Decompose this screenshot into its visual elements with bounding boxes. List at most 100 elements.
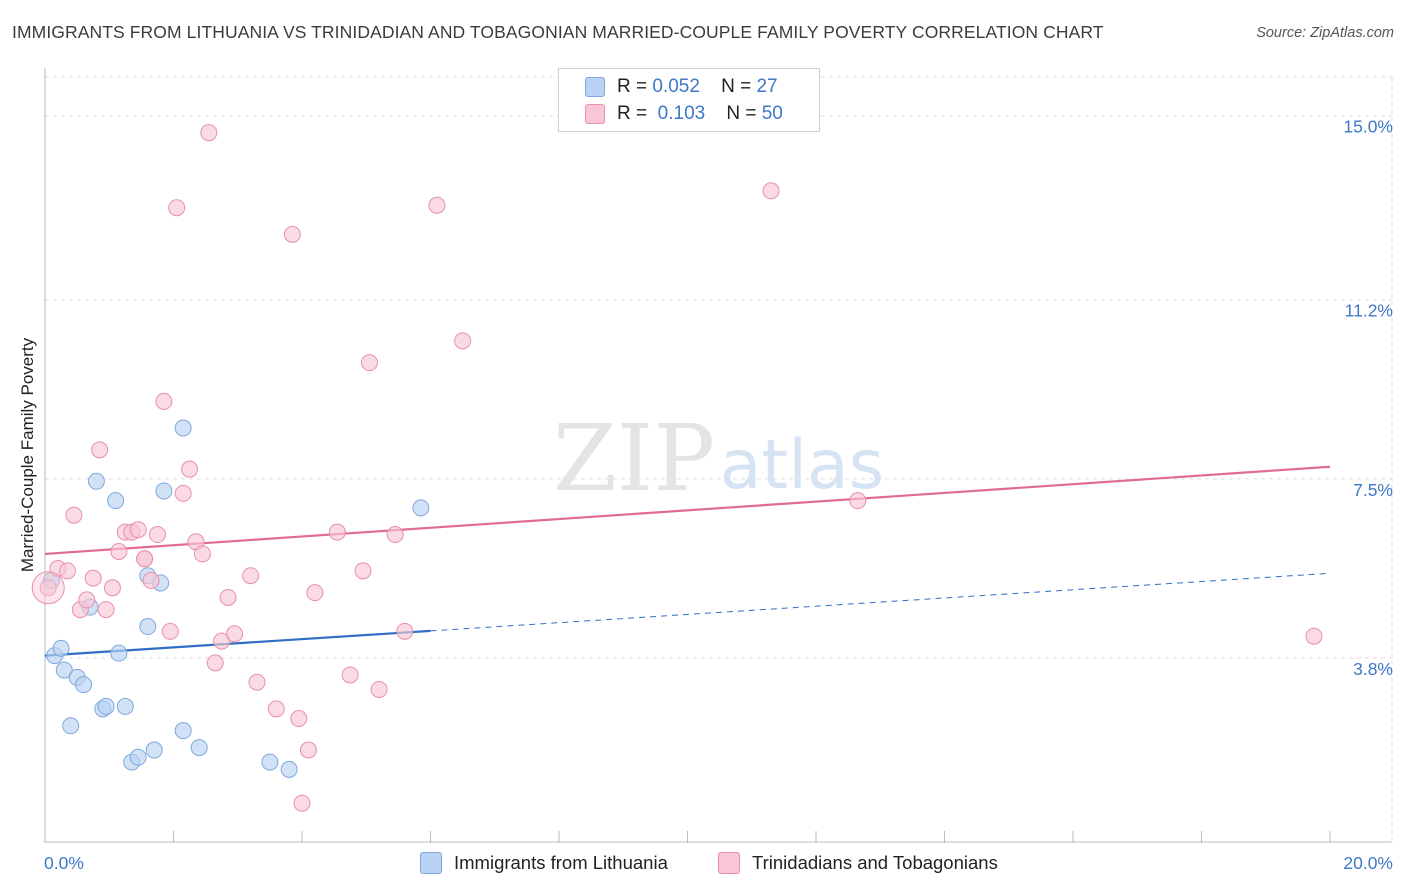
trinidadian-point [1305,627,1323,645]
trinidadian-point [78,591,96,609]
tick-label-layer: 3.8% 7.5% 11.2% 15.0% 0.0% 20.0% [44,117,1393,873]
trinidadian-point [283,225,301,243]
legend-r-label: R = [617,76,648,97]
trinidadian-point [181,460,199,478]
x-tick-label-max: 20.0% [1343,853,1393,873]
trinidadian-point [248,673,266,691]
trend-layer [44,465,1331,657]
legend-n-label: N = [721,76,752,97]
trinidadian-point [110,542,128,560]
lithuania-point [62,717,80,735]
blue-swatch-icon [585,77,605,97]
trinidadian-point [341,666,359,684]
lithuania-trendline [44,629,431,657]
trinidadian-cluster-point [31,571,65,605]
trinidadian-trendline [44,465,1331,556]
lithuania-point [412,499,430,517]
trinidadian-point [58,562,76,580]
legend-n-label: N = [726,103,757,124]
trinidadian-point [762,182,780,200]
lithuania-point [139,618,157,636]
pink-swatch-icon [718,852,740,874]
legend-r-value: 0.052 [652,76,700,97]
series-legend: Immigrants from Lithuania Trinidadians a… [0,852,1406,878]
correlation-legend: R = 0.052 N = 27 R = 0.103 N = 50 [558,68,820,132]
trinidadian-point [299,741,317,759]
trinidadian-point [148,526,166,544]
trinidadian-point [174,484,192,502]
trinidadian-point [242,567,260,585]
grid-layer [45,76,1393,842]
trinidadian-point [206,654,224,672]
lithuania-point [174,722,192,740]
trinidadian-point [428,196,446,214]
lithuania-point [145,741,163,759]
chart-title: IMMIGRANTS FROM LITHUANIA VS TRINIDADIAN… [12,22,1104,42]
trinidadian-point [213,632,231,650]
y-tick-label: 15.0% [1343,117,1393,137]
x-tick-label-min: 0.0% [44,853,84,873]
legend-row-trinidadian: R = 0.103 N = 50 [585,102,783,126]
series-legend-label: Trinidadians and Tobagonians [752,852,998,873]
series-legend-label: Immigrants from Lithuania [454,852,668,873]
trinidadian-point [396,622,414,640]
trinidadian-point [386,526,404,544]
trinidadian-point [360,354,378,372]
series-legend-item-lithuania[interactable]: Immigrants from Lithuania [420,852,668,874]
watermark-atlas: atlas [720,426,884,505]
y-tick-label: 11.2% [1345,301,1393,321]
trinidadian-point [370,680,388,698]
lithuania-point [155,482,173,500]
legend-n-value: 27 [756,76,778,97]
y-tick-label: 3.8% [1353,659,1393,679]
trinidadian-point [267,700,285,718]
trinidadian-point [200,124,218,142]
pink-swatch-icon [585,104,605,124]
lithuania-point [261,753,279,771]
source-credit: Source: ZipAtlas.com [1256,25,1394,41]
lithuania-point [87,472,105,490]
trinidadian-point [293,794,311,812]
legend-n-value: 50 [761,103,783,124]
trinidadian-point [226,625,244,643]
watermark-zip: ZIP [553,405,715,512]
legend-r-value: 0.103 [657,103,706,124]
lithuania-point [52,639,70,657]
lithuania-point [129,748,147,766]
lithuania-point [75,676,93,694]
lithuania-point [190,739,208,757]
trinidadian-point [328,523,346,541]
trinidadian-point [136,550,154,568]
points-layer [31,124,1323,812]
trinidadian-point [290,710,308,728]
trinidadian-point [454,332,472,350]
series-legend-item-trinidadian[interactable]: Trinidadians and Tobagonians [718,852,998,874]
trinidadian-point [168,199,186,217]
blue-swatch-icon [420,852,442,874]
trinidadian-point [84,569,102,587]
trinidadian-point [155,392,173,410]
trinidadian-point [103,579,121,597]
trinidadian-point [39,579,57,597]
trinidadian-point [161,622,179,640]
trinidadian-point [193,545,211,563]
trinidadian-point [849,492,867,510]
trinidadian-point [65,506,83,524]
trinidadian-point [91,441,109,459]
trinidadian-point [142,572,160,590]
trinidadian-point [219,588,237,606]
lithuania-point [174,419,192,437]
trinidadian-point [129,521,147,539]
trinidadian-point [97,601,115,619]
lithuania-point [280,760,298,778]
lithuania-point [116,697,134,715]
trinidadian-point [354,562,372,580]
trinidadian-point [306,584,324,602]
legend-r-label: R = [617,103,648,124]
axis-layer [44,68,1392,843]
lithuania-point [107,492,125,510]
y-tick-label: 7.5% [1353,480,1393,500]
legend-row-lithuania: R = 0.052 N = 27 [585,75,778,99]
lithuania-point [97,697,115,715]
